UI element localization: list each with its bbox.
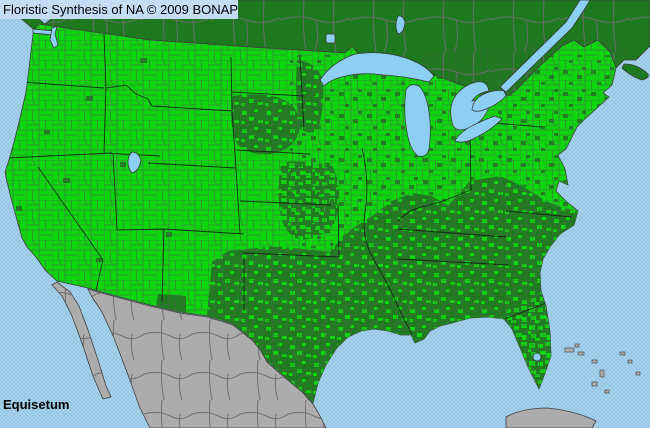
nova-scotia xyxy=(621,63,649,81)
lake-michigan xyxy=(404,84,431,157)
st-lawrence-river xyxy=(499,0,591,93)
puget-sound xyxy=(49,25,59,49)
taxon-label: Equisetum xyxy=(3,397,70,412)
lake-ontario xyxy=(471,90,507,112)
lake-of-the-woods xyxy=(325,33,336,44)
lake-huron xyxy=(450,81,491,131)
lake-erie xyxy=(454,115,503,143)
lake-okeechobee xyxy=(532,352,542,362)
great-salt-lake xyxy=(127,151,142,174)
great-lakes xyxy=(32,0,591,362)
map-title: Floristic Synthesis of NA © 2009 BONAP xyxy=(0,0,238,19)
state-borders xyxy=(6,33,573,335)
cuba xyxy=(505,407,597,428)
lake-nipigon xyxy=(395,15,406,35)
bahamas-islands xyxy=(564,343,641,394)
lake-superior xyxy=(319,52,435,87)
